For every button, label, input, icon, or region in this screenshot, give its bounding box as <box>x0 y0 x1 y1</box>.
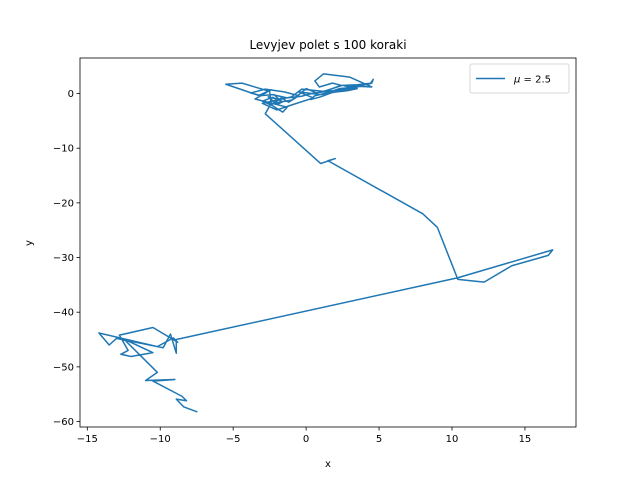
legend-box <box>469 63 570 94</box>
x-tick-label: 15 <box>519 434 532 445</box>
x-tick-label: 10 <box>446 434 459 445</box>
y-axis-label: y <box>24 240 35 246</box>
y-tick-label: −40 <box>53 308 74 319</box>
x-axis-label: x <box>325 459 331 470</box>
x-axis-ticks: −15 −10 −5 0 5 10 15 <box>77 427 532 445</box>
y-tick-label: −50 <box>53 362 74 373</box>
x-tick-label: −10 <box>150 434 171 445</box>
x-tick-label: −15 <box>77 434 98 445</box>
legend-label: μ = 2.5 <box>513 75 551 86</box>
y-tick-label: −30 <box>53 253 74 264</box>
chart-title: Levyjev polet s 100 koraki <box>249 38 406 52</box>
legend-mu-symbol: μ <box>513 75 520 86</box>
series-layer <box>98 73 554 413</box>
legend: μ = 2.5 <box>469 63 570 94</box>
y-tick-label: −20 <box>53 198 74 209</box>
y-tick-label: −10 <box>53 144 74 155</box>
series-line-levy-flight <box>98 73 554 413</box>
legend-mu-value: = 2.5 <box>520 75 551 86</box>
axes-frame <box>79 57 577 428</box>
x-tick-label: 5 <box>376 434 382 445</box>
y-tick-label: 0 <box>68 89 74 100</box>
x-tick-label: −5 <box>226 434 241 445</box>
y-axis-ticks: 0 −10 −20 −30 −40 −50 −60 <box>53 89 80 428</box>
y-tick-label: −60 <box>53 417 74 428</box>
x-tick-label: 0 <box>303 434 309 445</box>
plot-area: −15 −10 −5 0 5 10 15 0−10−20−30−40−50−60 <box>53 57 577 445</box>
